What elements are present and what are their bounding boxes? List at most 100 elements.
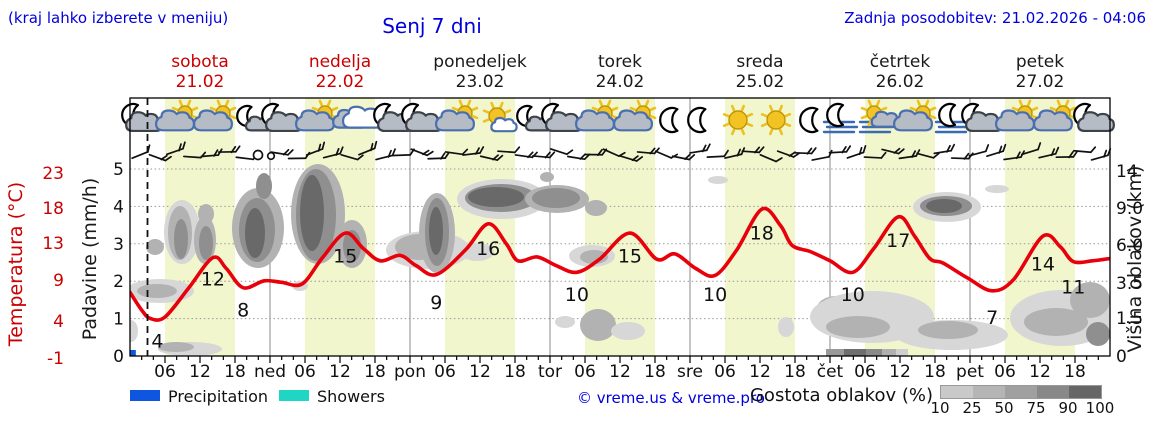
- svg-text:0: 0: [1116, 347, 1127, 367]
- svg-text:9.0: 9.0: [1116, 199, 1143, 219]
- svg-text:4: 4: [53, 312, 64, 332]
- showers-legend-label: Showers: [317, 387, 385, 406]
- temperature-curve: [130, 206, 1110, 322]
- cloud-scale-tick: 90: [1058, 399, 1078, 417]
- sun-smallcloud-icon: [482, 101, 518, 133]
- svg-text:7: 7: [986, 307, 998, 329]
- svg-text:ned: ned: [254, 362, 286, 382]
- svg-text:15: 15: [333, 246, 357, 268]
- cloud-scale-tick: 75: [1026, 399, 1046, 417]
- svg-text:14: 14: [1031, 253, 1055, 275]
- cloudy-icon: [332, 105, 385, 129]
- day-date: 21.02: [175, 72, 225, 92]
- day-name-sobota: sobota: [171, 52, 229, 72]
- svg-text:3: 3: [113, 235, 124, 255]
- cloud-scale-tick: 25: [962, 399, 982, 417]
- svg-text:4: 4: [113, 197, 124, 217]
- sun-cloud-icon: [193, 99, 237, 132]
- menu-hint-text: (kraj lahko izberete v meniju): [8, 9, 229, 27]
- svg-text:06: 06: [574, 362, 596, 382]
- cloud-density-blobs: [130, 164, 1110, 356]
- cloud-scale-segment: [941, 386, 973, 398]
- svg-text:13: 13: [42, 234, 64, 254]
- svg-text:16: 16: [476, 238, 500, 260]
- sun-icon: [760, 104, 792, 136]
- day-name-sreda: sreda: [736, 52, 784, 72]
- svg-text:čet: čet: [817, 362, 844, 382]
- svg-text:10: 10: [703, 284, 727, 306]
- weather-icons-row: [121, 99, 1115, 136]
- svg-text:06: 06: [994, 362, 1016, 382]
- svg-text:12: 12: [749, 362, 771, 382]
- cloud-scale-segment: [1069, 386, 1101, 398]
- time-tick-marks: [141, 356, 1099, 363]
- day-name-petek: petek: [1015, 52, 1065, 72]
- svg-text:9: 9: [430, 292, 442, 314]
- moon-icon: [799, 106, 819, 134]
- moon-fog-icon: [822, 102, 859, 134]
- svg-text:12: 12: [609, 362, 631, 382]
- day-name-nedelja: nedelja: [308, 52, 372, 72]
- svg-text:18: 18: [644, 362, 666, 382]
- cloud-scale-tick: 100: [1085, 399, 1115, 417]
- svg-text:12: 12: [329, 362, 351, 382]
- moon-icon: [687, 106, 707, 134]
- cloud-scale-tick: 50: [994, 399, 1014, 417]
- day-date: 24.02: [595, 72, 645, 92]
- page-title: Senj 7 dni: [382, 14, 482, 38]
- svg-text:14: 14: [1116, 162, 1138, 182]
- svg-text:18: 18: [504, 362, 526, 382]
- day-date: 23.02: [455, 72, 505, 92]
- svg-text:2: 2: [113, 272, 124, 292]
- sun-cloud-icon: [613, 99, 657, 132]
- day-date: 22.02: [315, 72, 365, 92]
- svg-text:18: 18: [784, 362, 806, 382]
- svg-text:18: 18: [42, 199, 64, 219]
- day-name-torek: torek: [598, 52, 642, 72]
- moon-icon: [659, 106, 679, 134]
- svg-text:15: 15: [618, 246, 642, 268]
- day-date: 27.02: [1015, 72, 1065, 92]
- svg-text:6.0: 6.0: [1116, 236, 1143, 256]
- precipitation-legend-label: Precipitation: [168, 387, 269, 406]
- moon-cloud-icon: [1073, 102, 1115, 133]
- svg-text:5: 5: [113, 160, 124, 180]
- svg-text:18: 18: [1064, 362, 1086, 382]
- sun-cloud-icon: [893, 99, 937, 132]
- svg-text:3.5: 3.5: [1116, 274, 1143, 294]
- svg-text:-1: -1: [47, 349, 64, 369]
- wind-barbs-row: [131, 140, 1112, 163]
- showers-swatch: [279, 390, 309, 401]
- cloud-density-scale-bar: [940, 385, 1102, 399]
- moon-fog-icon: [934, 102, 971, 134]
- svg-text:pon: pon: [394, 362, 426, 382]
- svg-text:11: 11: [1061, 276, 1085, 298]
- cloud-density-legend-title: Gostota oblakov (%): [749, 385, 933, 406]
- last-update-text: Zadnja posodobitev: 21.02.2026 - 04:06: [844, 9, 1146, 27]
- svg-text:8: 8: [237, 300, 249, 322]
- svg-text:1: 1: [113, 310, 124, 330]
- svg-text:23: 23: [42, 164, 64, 184]
- copyright-link[interactable]: © vreme.us & vreme.pro: [577, 389, 765, 407]
- svg-text:12: 12: [889, 362, 911, 382]
- svg-text:10: 10: [565, 284, 589, 306]
- svg-text:06: 06: [714, 362, 736, 382]
- svg-text:12: 12: [201, 269, 225, 291]
- svg-text:06: 06: [854, 362, 876, 382]
- day-date: 26.02: [875, 72, 925, 92]
- svg-text:18: 18: [750, 223, 774, 245]
- sun-cloud-icon: [995, 99, 1039, 132]
- svg-text:18: 18: [364, 362, 386, 382]
- svg-text:18: 18: [924, 362, 946, 382]
- svg-text:12: 12: [189, 362, 211, 382]
- svg-text:sre: sre: [677, 362, 703, 382]
- sun-cloud-icon: [295, 99, 339, 132]
- svg-text:12: 12: [469, 362, 491, 382]
- cloud-scale-segment: [1037, 386, 1069, 398]
- cloud-scale-tick: 10: [930, 399, 950, 417]
- svg-text:06: 06: [154, 362, 176, 382]
- day-name-ponedeljek: ponedeljek: [433, 52, 527, 72]
